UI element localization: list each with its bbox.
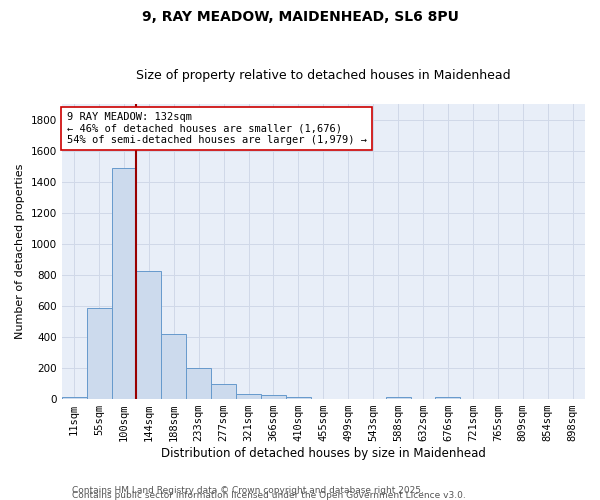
Bar [136,271,161,399]
Bar [236,394,261,399]
Bar [86,308,112,399]
Bar [62,397,86,399]
X-axis label: Distribution of detached houses by size in Maidenhead: Distribution of detached houses by size … [161,447,486,460]
Bar [436,397,460,399]
Text: Contains public sector information licensed under the Open Government Licence v3: Contains public sector information licen… [72,491,466,500]
Bar [386,397,410,399]
Text: 9, RAY MEADOW, MAIDENHEAD, SL6 8PU: 9, RAY MEADOW, MAIDENHEAD, SL6 8PU [142,10,458,24]
Bar [286,397,311,399]
Bar [261,395,286,399]
Text: 9 RAY MEADOW: 132sqm
← 46% of detached houses are smaller (1,676)
54% of semi-de: 9 RAY MEADOW: 132sqm ← 46% of detached h… [67,112,367,145]
Bar [211,384,236,399]
Title: Size of property relative to detached houses in Maidenhead: Size of property relative to detached ho… [136,69,511,82]
Bar [186,368,211,399]
Y-axis label: Number of detached properties: Number of detached properties [15,164,25,339]
Bar [112,168,136,399]
Bar [161,334,186,399]
Text: Contains HM Land Registry data © Crown copyright and database right 2025.: Contains HM Land Registry data © Crown c… [72,486,424,495]
